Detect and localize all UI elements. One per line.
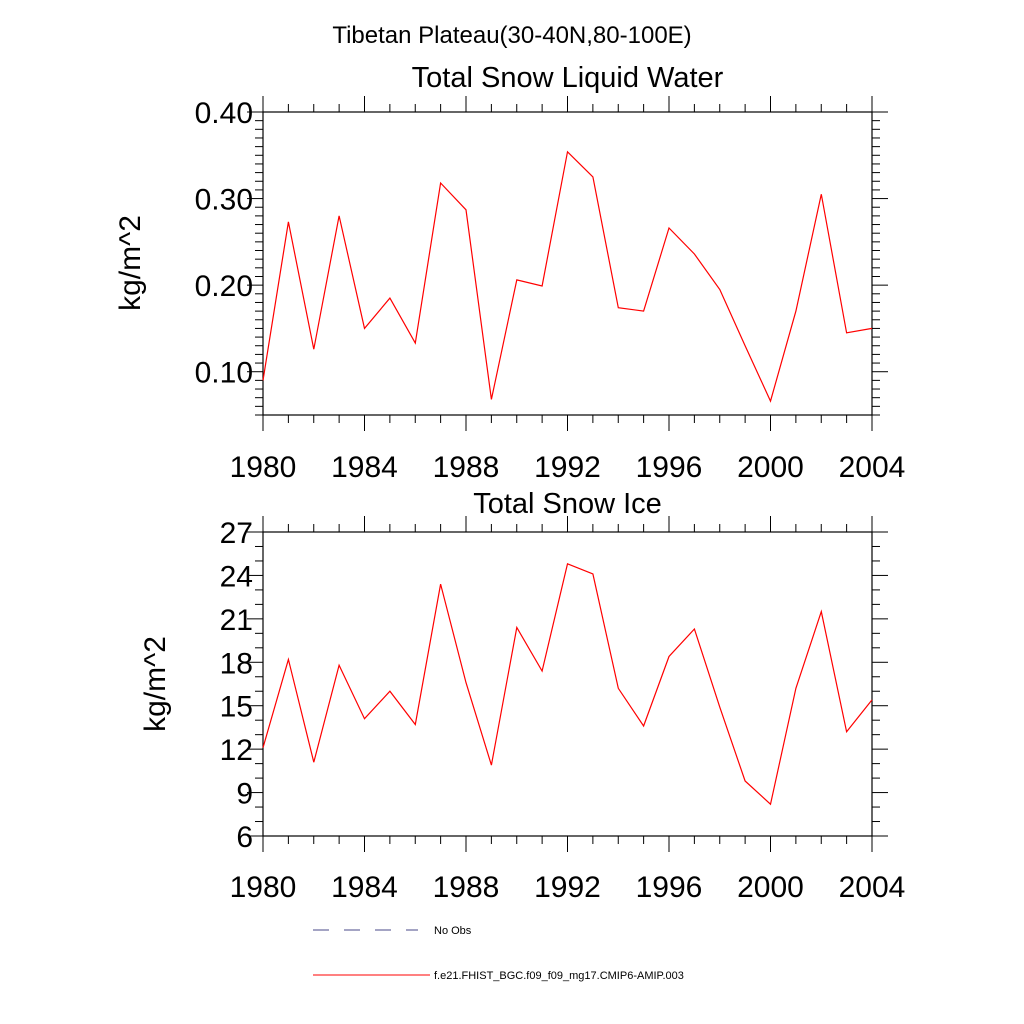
x-tick-label: 2004 [839, 871, 906, 904]
x-tick-label: 1984 [331, 451, 398, 484]
y-axis-label: kg/m^2 [139, 636, 172, 732]
y-tick-label: 27 [220, 517, 253, 550]
y-tick-label: 15 [220, 691, 253, 724]
plot-frame [262, 111, 873, 416]
legend-item-2: f.e21.FHIST_BGC.f09_f09_mg17.CMIP6-AMIP.… [313, 970, 684, 982]
y-tick-label: 24 [220, 560, 253, 593]
x-tick-label: 1988 [433, 451, 500, 484]
y-tick-label: 0.30 [195, 184, 253, 217]
chart-title: Total Snow Ice [473, 488, 662, 520]
x-tick-label: 1992 [534, 871, 601, 904]
plot-frame [262, 531, 873, 837]
chart-panel-1: Total Snow Liquid Water 1980 1984 1988 1992 1… [114, 62, 905, 484]
chart-title: Total Snow Liquid Water [412, 62, 724, 94]
x-tick-label: 1996 [636, 451, 703, 484]
legend-item-1: No Obs [313, 925, 472, 937]
x-tick-label: 1984 [331, 871, 398, 904]
x-tick-label: 1980 [230, 871, 297, 904]
plots-group: Total Snow Liquid Water 1980 1984 1988 1992 1… [114, 62, 905, 904]
series-line-1 [262, 562, 873, 806]
y-tick-label: 21 [220, 604, 253, 637]
y-tick-label: 0.20 [195, 270, 253, 303]
series-line-1 [262, 150, 873, 403]
y-tick-label: 6 [236, 821, 253, 854]
legend-label: No Obs [434, 925, 472, 937]
x-tick-label: 2004 [839, 451, 906, 484]
x-tick-label: 1988 [433, 871, 500, 904]
x-tick-label: 1996 [636, 871, 703, 904]
y-tick-label: 0.40 [195, 97, 253, 130]
x-tick-label: 1980 [230, 451, 297, 484]
figure-suptitle: Tibetan Plateau(30-40N,80-100E) [332, 22, 691, 49]
chart-panel-2: Total Snow Ice 1980 1984 1988 1992 1996 2000 20… [139, 488, 905, 904]
legend-label: f.e21.FHIST_BGC.f09_f09_mg17.CMIP6-AMIP.… [434, 970, 684, 982]
y-tick-label: 18 [220, 647, 253, 680]
y-axis-label: kg/m^2 [114, 215, 147, 311]
x-tick-label: 2000 [737, 871, 804, 904]
y-tick-label: 12 [220, 734, 253, 767]
legend: No Obs f.e21.FHIST_BGC.f09_f09_mg17.CMIP6… [313, 925, 684, 982]
x-tick-label: 1992 [534, 451, 601, 484]
x-tick-label: 2000 [737, 451, 804, 484]
y-tick-label: 0.10 [195, 357, 253, 390]
y-tick-label: 9 [236, 778, 253, 811]
